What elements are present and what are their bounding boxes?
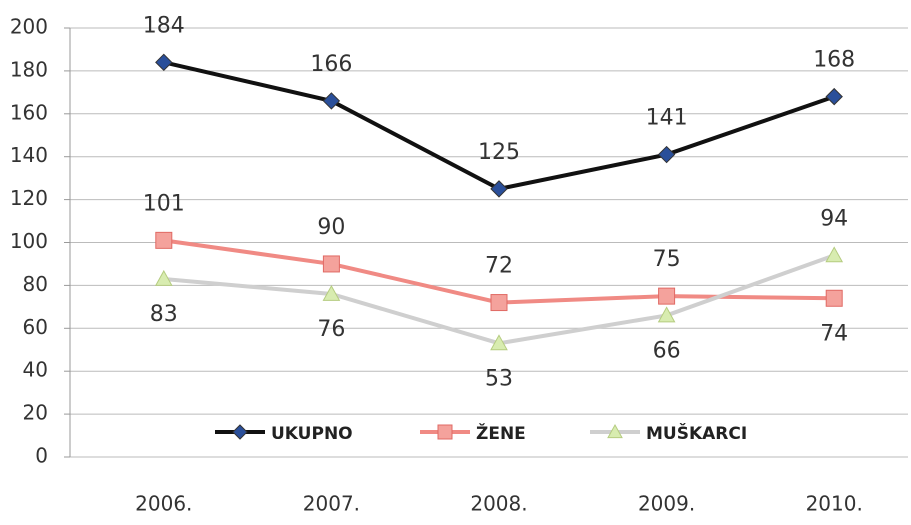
y-tick-label: 200 <box>10 15 48 39</box>
marker <box>232 424 248 440</box>
y-tick-label: 160 <box>10 100 48 124</box>
marker <box>825 246 844 263</box>
data-label: 76 <box>317 317 345 342</box>
marker <box>437 424 453 440</box>
data-label: 72 <box>485 254 513 279</box>
marker <box>154 269 173 286</box>
data-label: 101 <box>143 191 185 216</box>
marker <box>322 284 341 301</box>
x-tick-label: 2006. <box>135 492 192 516</box>
y-tick-label: 60 <box>23 315 48 339</box>
y-tick-label: 40 <box>23 358 48 382</box>
marker <box>658 287 676 305</box>
data-label: 66 <box>653 338 681 363</box>
marker <box>155 53 173 72</box>
data-label: 125 <box>478 140 520 165</box>
marker <box>490 180 508 198</box>
marker <box>322 92 341 110</box>
marker <box>607 423 623 439</box>
y-tick-label: 100 <box>10 229 48 253</box>
legend-label: UKUPNO <box>271 424 353 444</box>
legend-label: MUŠKARCI <box>646 422 747 444</box>
data-label: 94 <box>820 206 848 231</box>
x-tick-label: 2010. <box>806 492 863 516</box>
y-tick-label: 20 <box>23 401 48 425</box>
data-label: 141 <box>646 106 688 131</box>
y-tick-label: 120 <box>10 186 48 210</box>
data-label: 168 <box>813 48 855 73</box>
y-tick-label: 0 <box>35 444 48 468</box>
marker <box>490 294 508 312</box>
marker <box>322 255 340 273</box>
marker <box>490 334 508 351</box>
marker <box>825 87 843 106</box>
y-tick-label: 180 <box>10 57 48 81</box>
legend-label: ŽENE <box>476 422 526 444</box>
data-label: 75 <box>653 247 681 272</box>
x-tick-label: 2008. <box>470 492 527 516</box>
marker <box>657 145 676 164</box>
data-label: 83 <box>150 302 178 327</box>
data-label: 74 <box>820 321 848 346</box>
y-tick-label: 140 <box>10 143 48 167</box>
marker <box>657 306 676 323</box>
marker <box>825 289 843 307</box>
data-label: 90 <box>317 215 345 240</box>
series-line <box>163 60 835 191</box>
data-label: 166 <box>310 52 352 77</box>
x-tick-label: 2009. <box>638 492 695 516</box>
marker <box>155 231 173 249</box>
x-tick-label: 2007. <box>303 492 360 516</box>
data-label: 53 <box>485 366 513 391</box>
data-label: 184 <box>143 13 185 38</box>
y-tick-label: 80 <box>23 272 48 296</box>
